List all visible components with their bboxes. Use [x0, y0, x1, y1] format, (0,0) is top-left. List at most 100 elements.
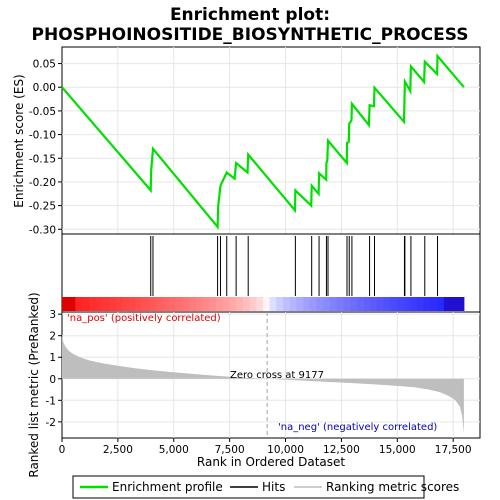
es-y-tick-label: 0.05	[33, 59, 56, 71]
color-bar-segment	[269, 297, 277, 311]
es-y-tick-label: 0.00	[33, 82, 56, 94]
color-bar-segment	[303, 297, 311, 311]
color-bar-segment	[323, 297, 331, 311]
ranked-y-tick-label: -1	[46, 395, 56, 407]
color-bar-segment	[108, 297, 117, 311]
color-bar-segment	[88, 297, 96, 311]
color-bar-segment	[276, 297, 284, 311]
color-bar-segment	[262, 297, 271, 311]
color-bar-segment	[162, 297, 170, 311]
chart-title-line2: PHOSPHOINOSITIDE_BIOSYNTHETIC_PROCESS	[32, 25, 469, 45]
es-y-tick-label: -0.15	[29, 153, 56, 165]
color-bar-segment	[283, 297, 291, 311]
ranked-y-tick-label: 3	[49, 309, 56, 321]
color-bar-segment	[68, 297, 76, 311]
color-bar-segment	[82, 297, 90, 311]
color-bar-segment	[122, 297, 130, 311]
color-bar-segment	[128, 297, 137, 311]
x-tick-label: 15,000	[379, 444, 416, 456]
color-bar-segment	[390, 297, 398, 311]
color-bar-segment	[457, 297, 465, 311]
color-bar-segment	[410, 297, 418, 311]
negative-correlation-label: 'na_neg' (negatively correlated)	[278, 422, 437, 433]
color-bar-segment	[356, 297, 364, 311]
color-bar-segment	[376, 297, 385, 311]
color-bar-segment	[316, 297, 324, 311]
hit-markers	[150, 236, 439, 296]
ranked-y-ticks: 3 2 1 0 -1 -2	[46, 309, 62, 429]
color-bar-segment	[216, 297, 224, 311]
color-bar-segment	[249, 297, 257, 311]
color-bar-segment	[430, 297, 438, 311]
ranked-y-tick-label: 2	[49, 331, 56, 343]
color-bar-segment	[417, 297, 425, 311]
color-bar-segment	[75, 297, 83, 311]
color-bar-segment	[383, 297, 391, 311]
color-bar-segment	[135, 297, 143, 311]
ranked-gridlines	[62, 312, 480, 438]
color-bar-segment	[169, 297, 177, 311]
color-bar-segment	[289, 297, 297, 311]
x-tick-label: 5,000	[159, 444, 189, 456]
es-panel: -0.30 -0.25 -0.20 -0.15 -0.10 -0.05 0.00 0.05 E…	[12, 46, 481, 236]
color-bar-segment	[155, 297, 163, 311]
chart-title-line1: Enrichment plot:	[170, 5, 330, 25]
color-bar-segment	[95, 297, 103, 311]
x-tick-label: 2,500	[103, 444, 133, 456]
color-bar-segment	[403, 297, 411, 311]
ranked-x-ticks: 0 2,500 5,000 7,500 10,000 12,500 15,000 17,500	[59, 438, 472, 456]
color-bar-segment	[229, 297, 237, 311]
color-bar-segment	[189, 297, 197, 311]
color-bar-segment	[363, 297, 371, 311]
es-y-tick-label: -0.20	[29, 177, 56, 189]
x-tick-label: 10,000	[267, 444, 304, 456]
color-bar-segment	[443, 297, 452, 311]
rank-color-bar	[62, 297, 465, 311]
color-bar-segment	[370, 297, 378, 311]
color-bar-segment	[242, 297, 251, 311]
color-bar-segment	[62, 297, 70, 311]
color-bar-segment	[175, 297, 184, 311]
color-bar-segment	[236, 297, 244, 311]
es-y-tick-label: -0.25	[29, 201, 56, 213]
hits-panel	[61, 233, 481, 313]
color-bar-segment	[329, 297, 338, 311]
color-bar-segment	[423, 297, 431, 311]
es-y-tick-label: -0.30	[29, 224, 56, 236]
ranked-panel: 3 2 1 0 -1 -2 0 2,500 5,000 7,500 10,000 12,500 15,…	[27, 292, 481, 478]
color-bar-segment	[309, 297, 318, 311]
color-bar-segment	[202, 297, 210, 311]
color-bar-segment	[195, 297, 204, 311]
legend-hits-label: Hits	[262, 480, 285, 494]
es-y-ticks: -0.30 -0.25 -0.20 -0.15 -0.10 -0.05 0.00 0.05	[29, 59, 62, 236]
ranked-y-axis-label: Ranked list metric (PreRanked)	[27, 292, 41, 477]
color-bar-segment	[343, 297, 351, 311]
color-bar-segment	[209, 297, 217, 311]
color-bar-segment	[296, 297, 304, 311]
positive-correlation-label: 'na_pos' (positively correlated)	[67, 313, 221, 324]
x-tick-label: 12,500	[323, 444, 360, 456]
color-bar-segment	[102, 297, 110, 311]
x-axis-label: Rank in Ordered Dataset	[197, 455, 345, 469]
color-bar-segment	[182, 297, 190, 311]
x-tick-label: 0	[59, 444, 66, 456]
legend: Enrichment profile Hits Ranking metric s…	[72, 475, 459, 499]
color-bar-segment	[142, 297, 150, 311]
color-bar-segment	[149, 297, 157, 311]
ranked-y-tick-label: -2	[46, 417, 56, 429]
color-bar-segment	[115, 297, 123, 311]
x-tick-label: 7,500	[215, 444, 245, 456]
color-bar-segment	[350, 297, 358, 311]
legend-ranking-label: Ranking metric scores	[326, 480, 459, 494]
legend-enrichment-label: Enrichment profile	[112, 480, 223, 494]
zero-cross-label: Zero cross at 9177	[230, 370, 324, 381]
x-tick-label: 17,500	[435, 444, 472, 456]
color-bar-segment	[256, 297, 264, 311]
es-y-axis-label: Enrichment score (ES)	[12, 74, 26, 207]
color-bar-segment	[437, 297, 445, 311]
ranking-metric-area	[62, 335, 464, 434]
color-bar-segment	[450, 297, 458, 311]
es-y-tick-label: -0.10	[29, 130, 56, 142]
ranked-y-tick-label: 0	[49, 374, 56, 386]
